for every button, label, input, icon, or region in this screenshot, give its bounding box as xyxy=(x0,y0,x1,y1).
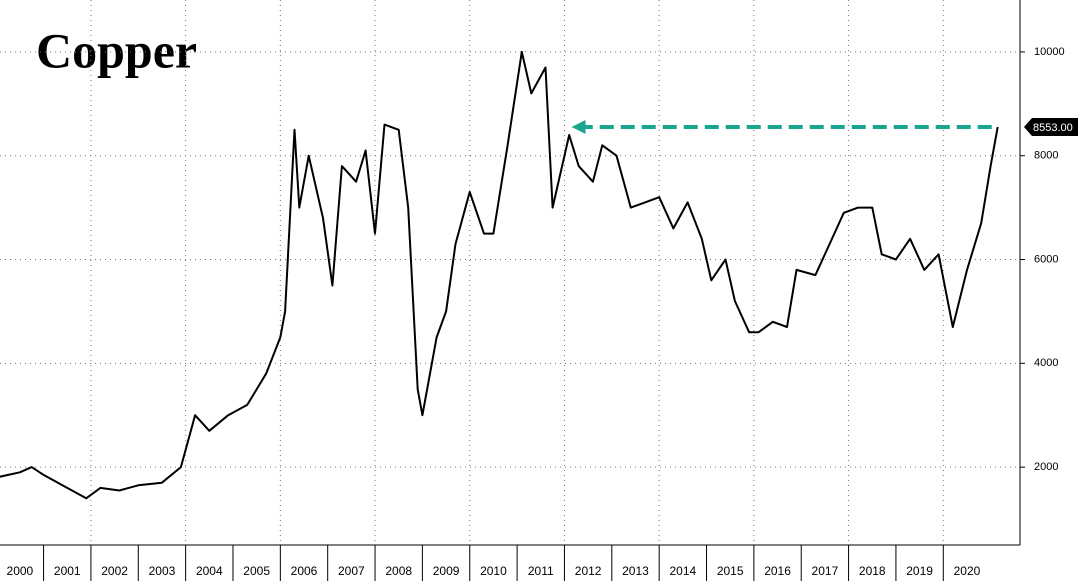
x-tick-label: 2000 xyxy=(7,564,34,578)
y-tick-label: 10000 xyxy=(1034,46,1065,58)
x-tick-label: 2005 xyxy=(243,564,270,578)
x-tick-label: 2011 xyxy=(528,564,554,578)
x-tick-label: 2008 xyxy=(385,564,412,578)
last-value-label: 8553.00 xyxy=(1033,122,1073,134)
x-tick-label: 2006 xyxy=(291,564,318,578)
x-tick-label: 2017 xyxy=(812,564,839,578)
x-tick-label: 2013 xyxy=(622,564,649,578)
y-tick-label: 2000 xyxy=(1034,461,1058,473)
x-tick-label: 2015 xyxy=(717,564,744,578)
last-value-box xyxy=(1024,118,1078,137)
x-tick-label: 2002 xyxy=(101,564,128,578)
x-tick-label: 2012 xyxy=(575,564,602,578)
x-tick-label: 2003 xyxy=(149,564,176,578)
x-tick-label: 2004 xyxy=(196,564,223,578)
x-tick-label: 2019 xyxy=(906,564,933,578)
x-tick-label: 2016 xyxy=(764,564,791,578)
x-tick-label: 2001 xyxy=(54,564,81,578)
x-tick-label: 2018 xyxy=(859,564,886,578)
x-tick-label: 2007 xyxy=(338,564,365,578)
price-line xyxy=(0,50,999,500)
y-tick-label: 8000 xyxy=(1034,150,1058,162)
arrow-head xyxy=(571,120,586,135)
x-tick-label: 2014 xyxy=(669,564,696,578)
x-tick-label: 2009 xyxy=(433,564,460,578)
y-tick-label: 4000 xyxy=(1034,357,1058,369)
y-tick-label: 6000 xyxy=(1034,253,1058,265)
chart-title: Copper xyxy=(36,22,197,78)
x-tick-label: 2010 xyxy=(480,564,507,578)
x-tick-label: 2020 xyxy=(954,564,981,578)
